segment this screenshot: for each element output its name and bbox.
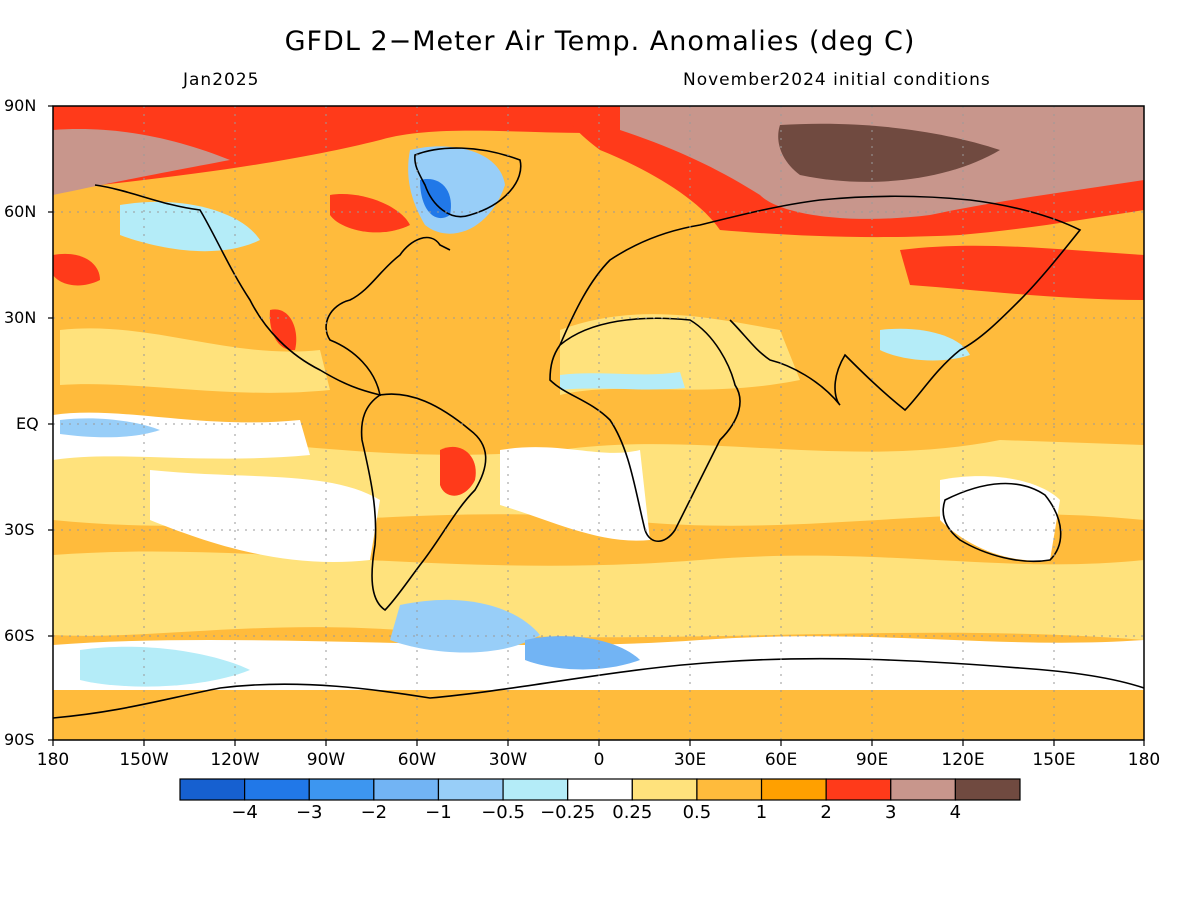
cool-anomaly-south-pacific <box>80 646 250 687</box>
australia-neutral <box>940 476 1060 561</box>
lat-label-30n: 30N <box>4 308 37 327</box>
colorbar-label: 1 <box>755 802 768 823</box>
cool-anomaly-south-asia <box>880 328 970 361</box>
lon-label-30e: 30E <box>673 750 707 770</box>
lon-label-180e: 180 <box>1127 750 1161 770</box>
coast-eurasia <box>559 195 1082 412</box>
coast-australia <box>942 482 1062 563</box>
cool-anomaly-equator <box>60 418 160 438</box>
warm-anomaly-east-asia <box>900 245 1144 300</box>
colorbar-swatch <box>244 778 310 801</box>
valid-month-label: Jan2025 <box>183 70 260 90</box>
coast-greenland <box>414 147 522 218</box>
lon-label-90w: 90W <box>306 750 346 770</box>
colorbar-label: 0.5 <box>682 802 712 823</box>
south-atlantic-neutral <box>500 447 650 541</box>
warm-anomaly-mexico <box>269 309 297 351</box>
graticule <box>53 106 1144 740</box>
colorbar-swatch <box>825 778 892 801</box>
warm-anomaly-north-pacific <box>53 253 100 286</box>
colorbar-swatch <box>631 778 698 801</box>
colorbar-label: −2 <box>360 802 388 823</box>
south-pacific-neutral <box>150 470 380 562</box>
colorbar-swatch <box>179 778 246 801</box>
warm-anomaly-hudson <box>330 194 410 233</box>
coast-north-america <box>94 184 451 397</box>
cool-anomaly-south-atlantic <box>390 599 540 653</box>
colorbar-label: 0.25 <box>612 802 653 823</box>
cold-core-greenland <box>420 179 451 219</box>
colorbar-label: 4 <box>949 802 962 823</box>
colorbar-label: 3 <box>885 802 897 823</box>
lon-label-120e: 120E <box>941 750 985 770</box>
lon-label-120w: 120W <box>210 750 260 770</box>
warm-anomaly-arctic-west <box>53 106 650 190</box>
axis-ticks <box>48 105 1145 746</box>
lon-label-180w: 180 <box>36 750 70 770</box>
coast-south-america <box>360 393 487 612</box>
colorbar-swatch <box>760 778 827 801</box>
colorbar-label: −1 <box>425 802 452 823</box>
colorbar-swatch <box>954 778 1021 801</box>
coastlines <box>53 147 1144 719</box>
pacific-band <box>60 328 330 393</box>
colorbar-swatch <box>373 778 440 801</box>
colorbar-label: −0.25 <box>540 802 596 823</box>
lon-label-0: 0 <box>593 750 605 770</box>
lon-label-30w: 30W <box>488 750 528 770</box>
colorbar-swatch <box>567 778 633 801</box>
colorbar-label: −3 <box>295 802 323 823</box>
strong-anomaly-alaska <box>53 129 230 195</box>
colorbar-swatch <box>502 778 569 801</box>
coast-antarctica <box>53 657 1144 719</box>
cool-anomaly-weddell <box>525 636 640 670</box>
colorbar-swatch <box>890 778 956 801</box>
coast-africa <box>549 317 741 543</box>
cool-anomaly-northeast-pacific <box>120 201 260 252</box>
colorbar-label: 2 <box>820 802 832 823</box>
colorbar-swatch <box>437 778 504 801</box>
southern-ocean-neutral <box>53 636 1144 705</box>
warm-anomaly-brazil <box>440 446 476 496</box>
lat-label-60s: 60S <box>4 626 35 645</box>
colorbar-swatch <box>308 778 375 801</box>
lat-label-60n: 60N <box>4 202 37 221</box>
lat-label-90s: 90S <box>4 730 35 749</box>
lon-label-60w: 60W <box>397 750 437 770</box>
lat-label-90n: 90N <box>4 96 37 115</box>
lat-label-30s: 30S <box>4 520 35 539</box>
lon-label-60e: 60E <box>764 750 798 770</box>
init-conditions-label: November2024 initial conditions <box>683 70 991 90</box>
lon-label-150e: 150E <box>1032 750 1076 770</box>
extreme-anomaly-siberia <box>778 123 1000 182</box>
lon-label-90e: 90E <box>855 750 889 770</box>
colorbar-swatch <box>696 778 763 801</box>
map-title: GFDL 2−Meter Air Temp. Anomalies (deg C) <box>284 26 916 57</box>
colorbar-label: −4 <box>231 802 258 823</box>
lon-label-150w: 150W <box>119 750 169 770</box>
lat-label-eq: EQ <box>16 414 39 433</box>
colorbar-label: −0.5 <box>481 802 525 823</box>
cool-anomaly-sahel <box>560 372 685 390</box>
